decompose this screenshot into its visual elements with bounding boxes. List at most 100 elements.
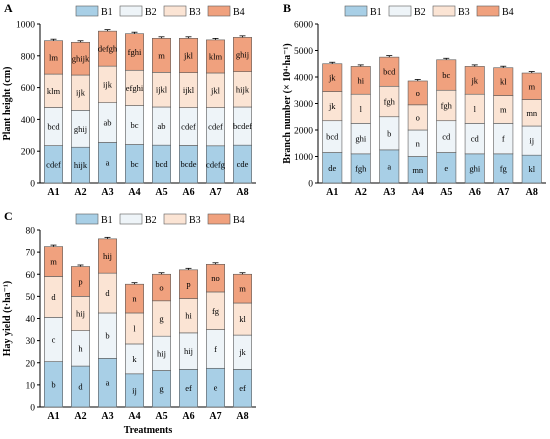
significance-label: hij [157, 348, 166, 358]
significance-label: m [50, 257, 57, 267]
panel-label: C [4, 209, 13, 223]
y-tick-label: 80 [26, 227, 36, 237]
legend-label: B3 [458, 7, 470, 18]
x-tick-label: A1 [47, 187, 59, 198]
y-tick-label: 800 [21, 52, 36, 62]
x-tick-label: A8 [526, 187, 538, 198]
significance-label: ghij [236, 50, 249, 60]
significance-label: m [239, 284, 246, 294]
significance-label: fg [500, 163, 508, 173]
y-tick-label: 2000 [294, 127, 313, 137]
y-tick-label: 50 [26, 293, 36, 303]
legend-label: B4 [233, 7, 245, 18]
x-tick-label: A2 [355, 187, 367, 198]
significance-label: bcd [383, 67, 396, 77]
y-tick-label: 0 [30, 404, 35, 414]
legend-label: B3 [189, 215, 201, 226]
significance-label: bcdef [233, 121, 252, 131]
legend-label: B4 [502, 7, 514, 18]
legend-label: B1 [370, 7, 382, 18]
y-tick-label: 40 [26, 315, 36, 325]
y-tick-label: 400 [21, 116, 36, 126]
legend-swatch-b1 [344, 5, 368, 17]
significance-label: bc [130, 120, 138, 130]
legend-swatch-b4 [207, 213, 231, 225]
significance-label: k [132, 354, 137, 364]
significance-label: cdef [181, 122, 196, 132]
significance-label: n [132, 294, 137, 304]
x-tick-label: A5 [155, 187, 167, 198]
significance-label: n [416, 138, 421, 148]
x-tick-label: A6 [182, 411, 194, 422]
legend-swatch-b3 [432, 5, 456, 17]
y-tick-label: 4000 [294, 74, 313, 84]
y-tick-label: 3000 [294, 100, 313, 110]
significance-label: fghi [128, 47, 142, 57]
significance-label: hij [76, 309, 85, 319]
significance-label: hijk [74, 160, 88, 170]
significance-label: d [51, 292, 56, 302]
x-tick-label: A6 [469, 187, 481, 198]
x-tick-label: A7 [497, 187, 509, 198]
significance-label: ijk [103, 79, 113, 89]
significance-label: jk [238, 347, 246, 357]
y-tick-label: 60 [26, 271, 36, 281]
significance-label: ab [157, 121, 165, 131]
legend-swatch-b1 [75, 213, 99, 225]
legend-swatch-b3 [163, 5, 187, 17]
significance-label: bcd [155, 159, 168, 169]
significance-label: b [51, 379, 55, 389]
significance-label: cdef [46, 159, 61, 169]
significance-label: cd [471, 134, 480, 144]
legend-label: B3 [189, 7, 201, 18]
significance-label: bcde [180, 159, 196, 169]
significance-label: fg [212, 306, 220, 316]
significance-label: l [474, 104, 477, 114]
significance-label: a [106, 378, 110, 388]
significance-label: bc [130, 159, 138, 169]
significance-label: d [78, 382, 83, 392]
significance-label: bc [442, 70, 450, 80]
significance-label: p [78, 276, 82, 286]
significance-label: fgh [441, 100, 453, 110]
significance-label: o [159, 283, 163, 293]
significance-label: cd [442, 132, 451, 142]
x-axis-title: Treatments [124, 425, 173, 436]
significance-label: bcd [47, 122, 60, 132]
significance-label: cde [237, 159, 249, 169]
legend-swatch-b4 [207, 5, 231, 17]
significance-label: jkl [183, 50, 194, 60]
significance-label: e [214, 383, 218, 393]
y-tick-label: 5000 [294, 47, 313, 57]
significance-label: bcd [326, 132, 339, 142]
significance-label: ghij [74, 124, 87, 134]
legend-swatch-b2 [119, 5, 143, 17]
significance-label: o [416, 112, 420, 122]
y-tick-label: 70 [26, 249, 36, 259]
significance-label: kl [239, 314, 246, 324]
significance-label: fgh [384, 97, 396, 107]
x-tick-label: A3 [101, 411, 113, 422]
x-tick-label: A2 [74, 411, 86, 422]
x-tick-label: A2 [74, 187, 86, 198]
x-tick-label: A7 [209, 411, 221, 422]
x-tick-label: A1 [47, 411, 59, 422]
significance-label: klm [47, 86, 61, 96]
panel-label: B [283, 1, 291, 15]
significance-label: m [500, 104, 507, 114]
significance-label: de [328, 163, 336, 173]
significance-label: hijk [236, 84, 250, 94]
y-tick-label: 6000 [294, 21, 313, 31]
significance-label: jk [328, 73, 336, 83]
significance-label: hi [357, 75, 364, 85]
significance-label: hij [184, 346, 193, 356]
legend-label: B4 [233, 215, 245, 226]
y-tick-label: 200 [21, 148, 36, 158]
significance-label: a [106, 158, 110, 168]
significance-label: f [214, 344, 217, 354]
significance-label: l [133, 323, 136, 333]
x-tick-label: A5 [155, 411, 167, 422]
significance-label: no [211, 273, 220, 283]
legend-label: B1 [101, 7, 113, 18]
y-tick-label: 0 [308, 180, 313, 190]
